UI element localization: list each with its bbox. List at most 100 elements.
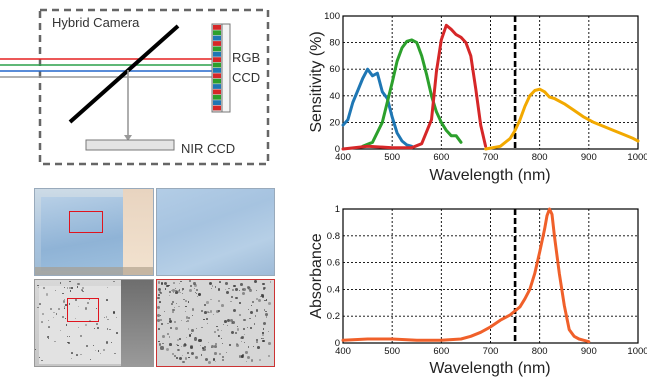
stain-speck [262, 328, 265, 330]
stain-speck [198, 339, 202, 343]
rgb-ccd-cell [213, 89, 221, 95]
stain-speck [190, 285, 193, 288]
stain-speck [77, 282, 80, 286]
stain-speck [224, 320, 228, 323]
stain-speck [238, 355, 242, 358]
stain-speck [206, 301, 209, 304]
sensitivity-y-tick-label: 60 [329, 64, 340, 75]
stain-speck [230, 301, 232, 303]
stain-speck [182, 288, 185, 291]
stain-speck [83, 290, 85, 293]
stain-speck [171, 310, 174, 314]
stain-speck [167, 322, 169, 325]
stain-speck [112, 311, 115, 314]
rgb-ccd-cell [213, 46, 221, 52]
stain-speck [244, 341, 246, 344]
stain-speck [167, 332, 170, 335]
stain-speck [187, 301, 190, 303]
stain-speck [160, 346, 164, 350]
sensitivity-series-line-1 [361, 38, 463, 148]
stain-speck [110, 341, 113, 344]
sensitivity-y-tick-label: 100 [324, 11, 340, 22]
stain-speck [220, 330, 223, 332]
stain-speck [181, 289, 183, 291]
stain-speck [211, 345, 215, 349]
stain-speck [249, 317, 251, 320]
stain-speck [114, 352, 116, 355]
stain-speck [247, 356, 251, 360]
rgb-ccd-cell [213, 105, 221, 111]
stain-speck [242, 291, 246, 295]
stain-speck [256, 341, 259, 343]
absorbance-x-tick-label: 500 [384, 346, 400, 357]
stain-speck [255, 339, 258, 342]
stain-speck [231, 295, 234, 299]
stain-speck [235, 288, 238, 291]
stain-speck [36, 306, 39, 309]
stain-speck [61, 315, 64, 319]
stain-speck [170, 289, 173, 292]
stain-speck [184, 310, 187, 312]
stain-speck [77, 326, 79, 328]
stain-speck [69, 289, 72, 292]
stain-speck [107, 286, 109, 288]
sensitivity-y-tick-label: 80 [329, 38, 340, 49]
stain-speck [178, 305, 180, 307]
stain-speck [241, 355, 245, 359]
stain-speck [47, 325, 50, 328]
stain-speck [75, 298, 78, 301]
stain-speck [200, 354, 203, 356]
stain-speck [92, 344, 95, 347]
stain-speck [185, 305, 187, 308]
rgb-ccd-cell [213, 41, 221, 46]
stain-speck [53, 311, 55, 314]
stain-speck [228, 287, 230, 290]
stain-speck [175, 290, 178, 294]
stain-speck [262, 337, 264, 340]
stain-speck [182, 292, 184, 294]
rgb-ccd-cell [213, 30, 221, 36]
stain-speck [65, 318, 67, 320]
stain-speck [35, 349, 37, 351]
stain-speck [173, 306, 176, 309]
stain-speck [265, 299, 268, 301]
stain-speck [166, 284, 169, 288]
rgb-ccd-cell [213, 57, 221, 63]
stain-speck [253, 280, 257, 284]
stain-speck [55, 312, 58, 315]
stain-speck [250, 311, 253, 315]
stain-speck [173, 320, 176, 323]
stain-speck [182, 360, 185, 364]
visible-roi-box [69, 211, 103, 233]
stain-speck [159, 301, 161, 303]
sensitivity-x-tick-label: 400 [335, 152, 351, 163]
stain-speck [37, 284, 39, 287]
sensitivity-x-tick-label: 500 [384, 152, 400, 163]
stain-speck [242, 287, 246, 291]
stain-speck [267, 355, 270, 358]
stain-speck [247, 308, 249, 310]
sensitivity-x-tick-label: 700 [483, 152, 499, 163]
stain-speck [190, 346, 193, 349]
stain-speck [186, 320, 187, 322]
stain-speck [42, 313, 44, 315]
stain-speck [183, 344, 186, 347]
stain-speck [71, 352, 73, 354]
sensitivity-x-tick-label: 900 [581, 152, 597, 163]
stain-speck [225, 351, 227, 353]
stain-speck [168, 318, 171, 321]
stain-speck [208, 342, 210, 344]
stain-speck [260, 295, 263, 298]
visible-floor [35, 267, 153, 275]
stain-speck [243, 318, 246, 322]
stain-speck [81, 290, 84, 292]
stain-speck [263, 309, 266, 311]
rgb-ccd-cell [213, 62, 221, 68]
stain-speck [78, 305, 80, 307]
stain-speck [38, 286, 40, 288]
stain-speck [264, 299, 266, 302]
stain-speck [267, 331, 269, 332]
stain-speck [218, 352, 222, 356]
stain-speck [234, 331, 238, 335]
stain-speck [245, 351, 248, 354]
